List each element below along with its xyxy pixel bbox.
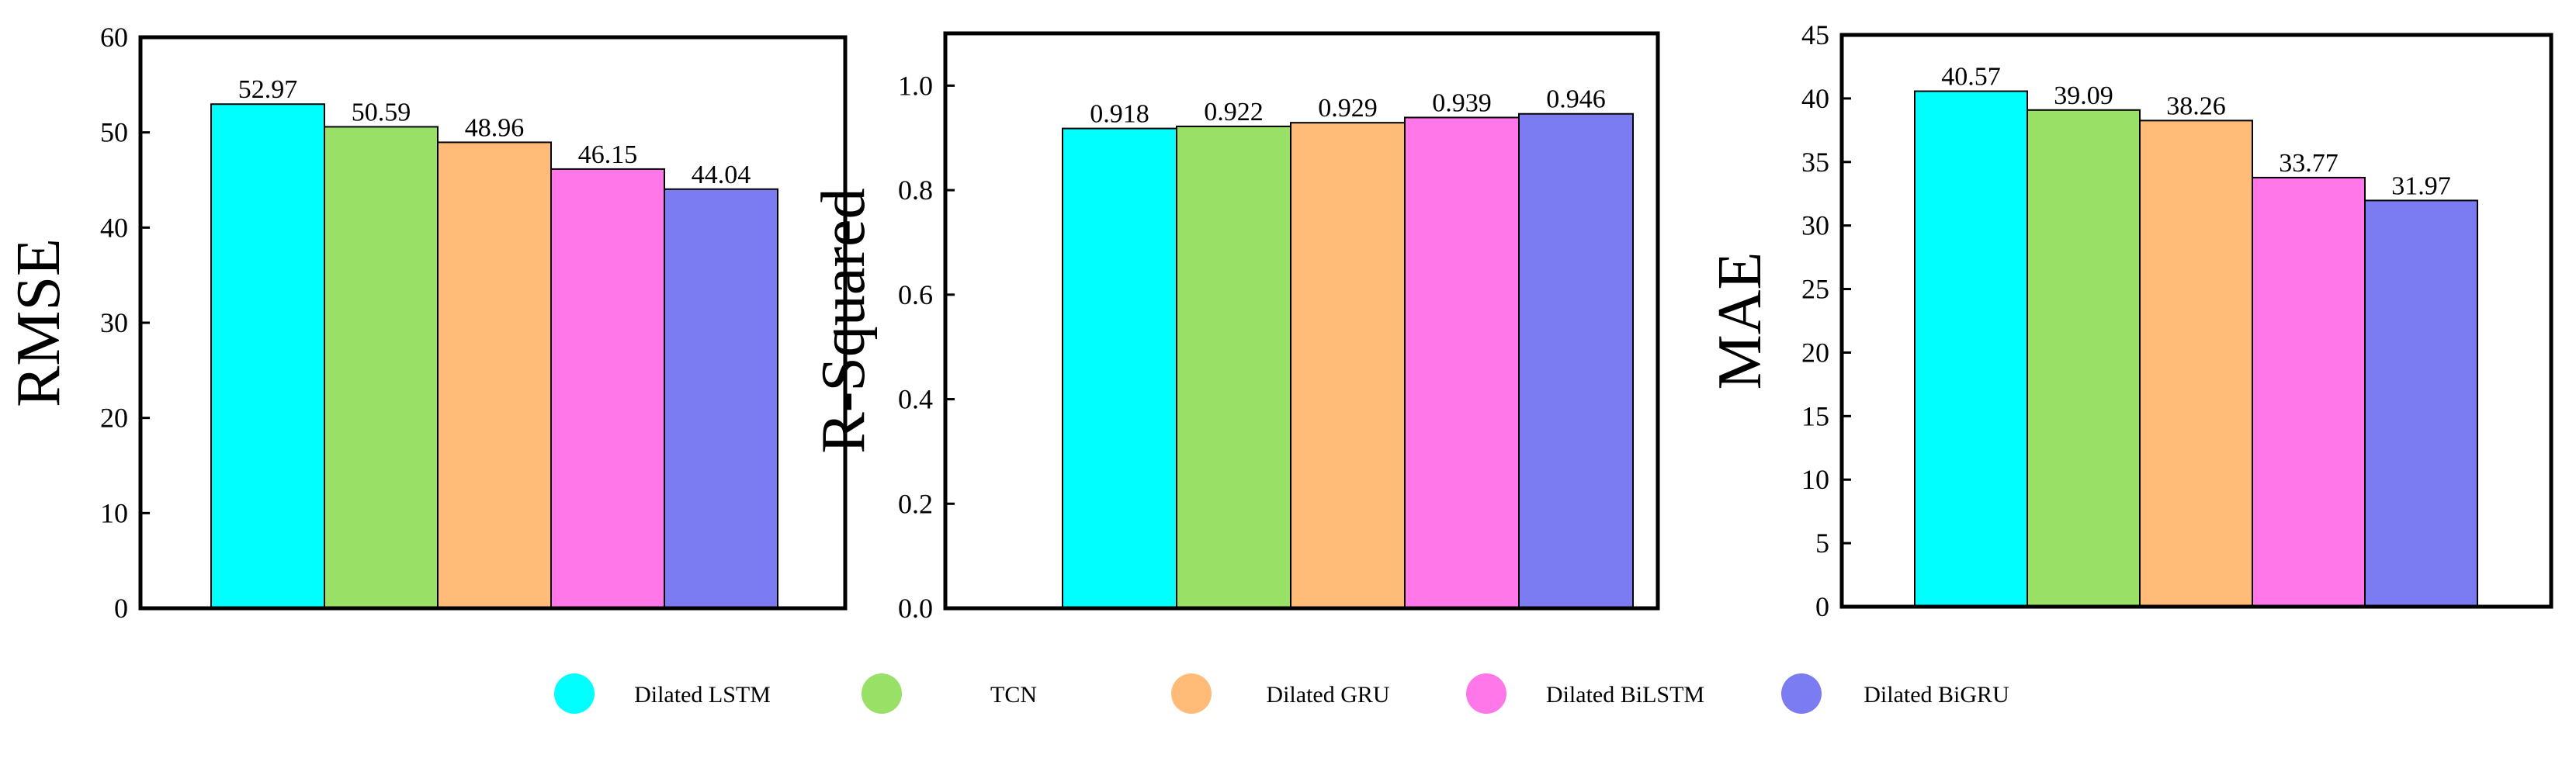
- y-tick-label: 0.4: [898, 384, 933, 415]
- legend-entry: Dilated GRU: [1171, 673, 1390, 714]
- bar: [664, 188, 778, 609]
- y-tick-label: 0: [114, 593, 128, 624]
- y-tick-label: 10: [1801, 464, 1829, 495]
- y-tick-label: 30: [1801, 210, 1829, 241]
- bar: [1518, 112, 1634, 610]
- legend-entry: Dilated LSTM: [554, 673, 771, 714]
- bar-value-label: 48.96: [465, 113, 525, 142]
- legend-label: Dilated BiGRU: [1864, 682, 2009, 708]
- legend-label: Dilated BiLSTM: [1546, 682, 1704, 708]
- legend-marker: [554, 673, 595, 714]
- y-tick-label: 30: [100, 307, 128, 338]
- bar: [2364, 199, 2478, 607]
- bar: [1290, 122, 1406, 609]
- legend: Dilated LSTM TCN Dilated GRU Dilated BiLSTM…: [554, 673, 2009, 714]
- bar-value-label: 0.946: [1546, 85, 1606, 114]
- y-tick-label: 60: [100, 22, 128, 53]
- bar-value-label: 31.97: [2391, 171, 2451, 200]
- y-tick-label: 0.6: [898, 279, 933, 310]
- legend-marker: [1171, 673, 1212, 714]
- chart-panel-3: 40.57 39.09 38.26 33.77 31.97 0 5 10 15 20 25 30 35 4…: [1706, 19, 2553, 622]
- legend-marker: [1466, 673, 1506, 714]
- y-tick-label: 40: [100, 212, 128, 243]
- bar: [550, 168, 665, 610]
- legend-label: TCN: [990, 682, 1037, 708]
- y-tick-label: 35: [1801, 147, 1829, 178]
- bar-value-label: 46.15: [578, 140, 638, 169]
- y-tick-label: 5: [1815, 528, 1829, 559]
- bar-value-label: 0.929: [1318, 94, 1378, 123]
- axes-frame: [943, 31, 1660, 611]
- bar-value-label: 38.26: [2166, 92, 2226, 120]
- bar-value-label: 52.97: [238, 75, 298, 104]
- bar-value-label: 50.59: [352, 98, 411, 126]
- axes-frame: [1839, 33, 2553, 609]
- y-tick-label: 15: [1801, 400, 1829, 431]
- legend-label: Dilated LSTM: [634, 682, 771, 708]
- bar: [324, 126, 439, 610]
- y-tick-label: 0.0: [898, 593, 933, 624]
- y-tick-label: 20: [1801, 337, 1829, 368]
- y-tick-label: 45: [1801, 19, 1829, 50]
- bar-value-label: 0.918: [1090, 100, 1149, 129]
- y-tick-label: 25: [1801, 274, 1829, 305]
- bar: [437, 141, 552, 609]
- y-axis-label: MAE: [1706, 252, 1774, 390]
- legend-label: Dilated GRU: [1266, 682, 1389, 708]
- bar: [1176, 125, 1291, 609]
- y-axis-label: RMSE: [5, 238, 73, 407]
- legend-entry: Dilated BiLSTM: [1466, 673, 1704, 714]
- bar: [2252, 176, 2366, 608]
- bar-value-label: 44.04: [692, 161, 751, 189]
- bar-value-label: 0.939: [1432, 88, 1492, 117]
- legend-marker: [862, 673, 902, 714]
- bar: [210, 103, 325, 609]
- bar: [1062, 127, 1177, 610]
- chart-panel-2: 0.918 0.922 0.929 0.939 0.946 0.0 0.2 0.4 0.6 0.8…: [810, 31, 1660, 624]
- y-tick-label: 10: [100, 497, 128, 528]
- y-tick-label: 20: [100, 403, 128, 434]
- y-tick-label: 0: [1815, 591, 1829, 622]
- legend-entry: Dilated BiGRU: [1781, 673, 2009, 714]
- bar: [1404, 116, 1520, 610]
- bar: [1914, 90, 2028, 608]
- legend-marker: [1781, 673, 1822, 714]
- y-tick-label: 0.8: [898, 175, 933, 206]
- y-tick-label: 1.0: [898, 70, 933, 101]
- bar: [2026, 109, 2141, 607]
- y-axis-label: R-Squared: [810, 188, 878, 453]
- bar-value-label: 39.09: [2054, 81, 2113, 110]
- y-tick-label: 0.2: [898, 488, 933, 519]
- legend-entry: TCN: [862, 673, 1037, 714]
- y-tick-label: 40: [1801, 83, 1829, 114]
- chart-panel-1: 52.97 50.59 48.96 46.15 44.04 0 10 20 30 40 50 60 RM…: [5, 22, 848, 624]
- bar-value-label: 33.77: [2279, 149, 2339, 178]
- bar: [2139, 119, 2253, 607]
- bar-value-label: 0.922: [1204, 98, 1264, 126]
- y-tick-label: 50: [100, 117, 128, 148]
- bar-value-label: 40.57: [1941, 63, 2001, 92]
